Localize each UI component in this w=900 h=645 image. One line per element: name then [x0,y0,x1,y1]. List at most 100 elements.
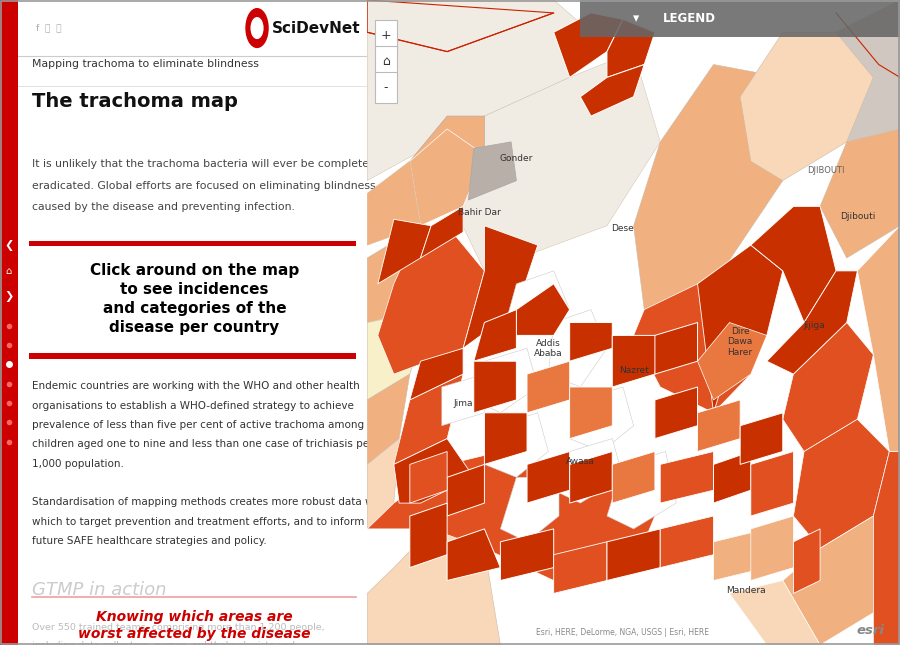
Polygon shape [410,348,464,400]
Polygon shape [570,322,612,361]
Polygon shape [570,387,612,439]
Polygon shape [607,19,655,77]
Text: SciDevNet: SciDevNet [272,21,360,35]
Text: GTMP in action: GTMP in action [32,581,166,599]
Bar [0,0,18,645]
Polygon shape [836,0,900,142]
Polygon shape [661,516,714,568]
Polygon shape [730,580,820,645]
Text: which to target prevention and treatment efforts, and to inform: which to target prevention and treatment… [32,517,364,527]
Polygon shape [484,413,548,477]
Polygon shape [698,322,767,400]
Polygon shape [367,310,431,400]
Polygon shape [447,464,484,516]
Text: Addis
Ababa: Addis Ababa [534,339,562,358]
Polygon shape [554,439,623,503]
Polygon shape [367,226,447,322]
Polygon shape [655,322,698,374]
Polygon shape [394,374,464,464]
Bar [374,20,397,51]
Text: ⌂: ⌂ [5,266,12,276]
Polygon shape [607,529,661,580]
Text: f  ⻤  ⌕: f ⻤ ⌕ [36,24,61,32]
Polygon shape [367,0,591,181]
Text: Gonder: Gonder [500,154,533,163]
Polygon shape [527,361,570,413]
Text: Endemic countries are working with the WHO and other health: Endemic countries are working with the W… [32,381,360,392]
Text: The trachoma map: The trachoma map [32,92,238,110]
Text: Jima: Jima [454,399,473,408]
Text: Djibouti: Djibouti [840,212,875,221]
Text: ▾: ▾ [633,12,639,25]
Polygon shape [500,529,554,580]
Text: eradicated. Global efforts are focused on eliminating blindness: eradicated. Global efforts are focused o… [32,181,376,191]
Polygon shape [783,322,873,452]
Polygon shape [473,348,537,413]
Text: Knowing which areas are
worst affected by the disease: Knowing which areas are worst affected b… [78,610,310,641]
Polygon shape [740,32,873,181]
Text: It is unlikely that the trachoma bacteria will ever be completely: It is unlikely that the trachoma bacteri… [32,159,379,170]
Polygon shape [506,271,570,335]
Polygon shape [378,226,484,374]
Text: ❮: ❮ [4,239,13,251]
Text: including data collectors, nurses, ophthalmologists and: including data collectors, nurses, ophth… [32,641,295,645]
Text: ❯: ❯ [4,291,13,303]
Polygon shape [468,142,517,200]
Text: Mandera: Mandera [725,586,765,595]
Polygon shape [661,451,714,503]
Polygon shape [794,419,889,548]
Polygon shape [634,284,751,413]
Text: Dire
Dawa
Harer: Dire Dawa Harer [727,327,752,357]
Polygon shape [767,271,858,374]
Polygon shape [698,245,783,413]
Polygon shape [714,451,751,503]
Polygon shape [473,310,517,361]
Polygon shape [367,0,554,52]
Bar [29,353,356,359]
Text: Esri, HERE, DeLorme, NGA, USGS | Esri, HERE: Esri, HERE, DeLorme, NGA, USGS | Esri, H… [536,628,709,637]
Polygon shape [554,13,623,77]
Polygon shape [367,161,420,245]
Polygon shape [394,439,473,503]
Polygon shape [794,529,820,593]
Text: Over 550 trained teams, comprising more than 1,200 people,: Over 550 trained teams, comprising more … [32,623,325,632]
Polygon shape [410,503,447,568]
Polygon shape [580,64,644,116]
Polygon shape [473,361,517,413]
Polygon shape [751,516,794,580]
Text: caused by the disease and preventing infection.: caused by the disease and preventing inf… [32,202,295,212]
Text: Bahir Dar: Bahir Dar [458,208,500,217]
Circle shape [246,8,268,48]
Polygon shape [367,529,500,645]
Text: Standardisation of mapping methods creates more robust data with: Standardisation of mapping methods creat… [32,497,388,508]
Text: prevalence of less than five per cent of active trachoma among: prevalence of less than five per cent of… [32,420,364,430]
Polygon shape [484,413,527,464]
Polygon shape [820,129,900,258]
Polygon shape [858,226,900,451]
Polygon shape [367,439,400,529]
Polygon shape [783,516,873,645]
Text: Nazret: Nazret [618,366,649,375]
Text: esri: esri [856,624,884,637]
Text: Jijiga: Jijiga [804,321,825,330]
Bar [29,241,356,246]
Text: LEGEND: LEGEND [663,12,716,25]
Polygon shape [570,387,634,452]
Text: Click around on the map
to see incidences
and categories of the
disease per coun: Click around on the map to see incidence… [90,263,299,335]
Text: organisations to establish a WHO-defined strategy to achieve: organisations to establish a WHO-defined… [32,401,355,411]
Text: Mapping trachoma to eliminate blindness: Mapping trachoma to eliminate blindness [32,59,259,70]
Text: ⌂: ⌂ [382,55,390,68]
Polygon shape [740,413,783,464]
Polygon shape [464,226,537,348]
Polygon shape [612,335,661,387]
Bar [580,0,900,37]
Polygon shape [442,374,484,426]
Polygon shape [698,400,740,451]
Polygon shape [447,52,661,271]
Polygon shape [612,451,655,503]
Polygon shape [570,451,612,503]
Bar [374,46,397,77]
Polygon shape [548,310,607,387]
Polygon shape [378,219,431,284]
Text: 1,000 population.: 1,000 population. [32,459,124,469]
